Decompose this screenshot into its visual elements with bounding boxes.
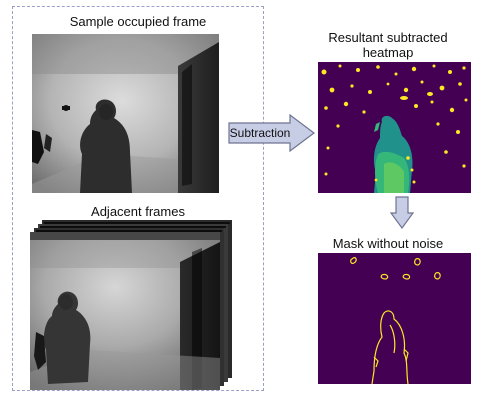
subtracted-heatmap-image [318,62,471,193]
adjacent-frames-stack-image [30,220,232,390]
heatmap-title-line1: Resultant subtracted [328,30,448,45]
subtraction-arrow: Subtraction [228,114,315,152]
adjacent-frames-label: Adjacent frames [91,204,185,219]
mask-without-noise-image [318,253,471,384]
mask-label: Mask without noise [332,236,444,251]
input-frames-panel [12,6,264,391]
sample-occupied-frame-image [32,34,219,193]
down-arrow [390,196,414,230]
sample-frame-label: Sample occupied frame [69,14,207,29]
subtraction-label: Subtraction [230,126,291,140]
heatmap-title-line2: heatmap [362,45,414,60]
